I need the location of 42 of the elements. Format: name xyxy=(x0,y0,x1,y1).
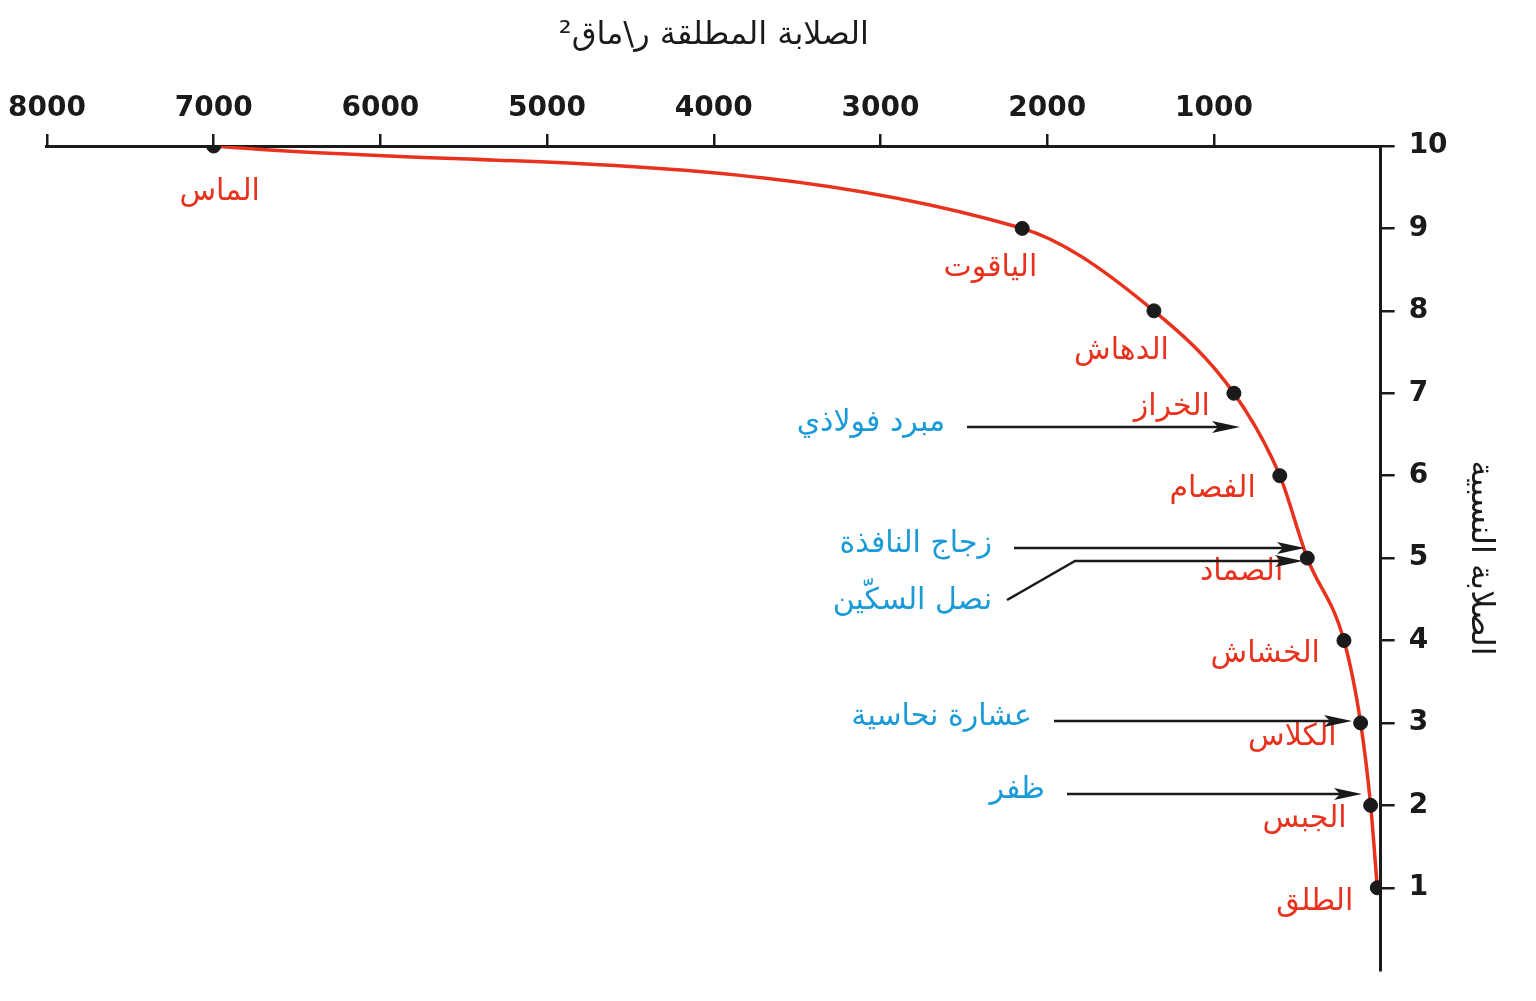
y-axis-title: الصلابة النسبية xyxy=(1464,460,1503,656)
x-tick-label: 5000 xyxy=(508,90,587,124)
point xyxy=(1146,303,1162,319)
annotation: نصل السكّين xyxy=(832,577,992,616)
y-tick-label: 1 xyxy=(1408,869,1429,903)
data-label: الطلق xyxy=(1276,881,1354,917)
y-tick-label: 7 xyxy=(1408,374,1429,408)
annotation: عشارة نحاسية xyxy=(851,696,1032,732)
y-tick-label: 6 xyxy=(1408,456,1429,490)
annotation: زجاج النافذة xyxy=(839,523,992,560)
y-tick-label: 8 xyxy=(1408,292,1429,326)
point xyxy=(1299,550,1315,566)
point xyxy=(1353,715,1369,731)
point xyxy=(1336,633,1352,649)
data-label: الجبس xyxy=(1262,799,1347,835)
data-label: الياقوت xyxy=(943,248,1038,284)
point xyxy=(1363,797,1379,813)
x-tick-label: 6000 xyxy=(341,90,420,124)
data-label: الخراز xyxy=(1131,387,1210,423)
y-tick-label: 9 xyxy=(1408,209,1429,243)
data-label: الدهاش xyxy=(1074,330,1169,366)
x-tick-label: 7000 xyxy=(174,90,253,124)
x-tick-label: 1000 xyxy=(1174,90,1253,124)
x-tick-label: 2000 xyxy=(1008,90,1087,124)
x-tick-label: 4000 xyxy=(674,90,753,124)
data-label: الماس xyxy=(179,171,260,207)
data-label: الكلاس xyxy=(1248,716,1337,752)
y-tick-label: 4 xyxy=(1408,621,1429,655)
y-tick-label: 3 xyxy=(1408,704,1429,738)
x-tick-label: 3000 xyxy=(841,90,920,124)
annotation: مبرد فولاذي xyxy=(796,402,945,438)
data-label: الفصام xyxy=(1169,469,1256,505)
x-tick-label: 8000 xyxy=(8,90,86,124)
point xyxy=(1014,220,1030,236)
point xyxy=(1226,385,1242,401)
y-tick-label: 10 xyxy=(1408,127,1448,161)
data-label: الخشاش xyxy=(1210,634,1320,670)
x-axis-title: الصلابة المطلقة ر\ماق² xyxy=(558,13,869,52)
point xyxy=(1272,468,1288,484)
y-tick-label: 2 xyxy=(1408,786,1429,820)
y-tick-label: 5 xyxy=(1408,539,1429,573)
annotation: ظفر xyxy=(987,769,1045,805)
